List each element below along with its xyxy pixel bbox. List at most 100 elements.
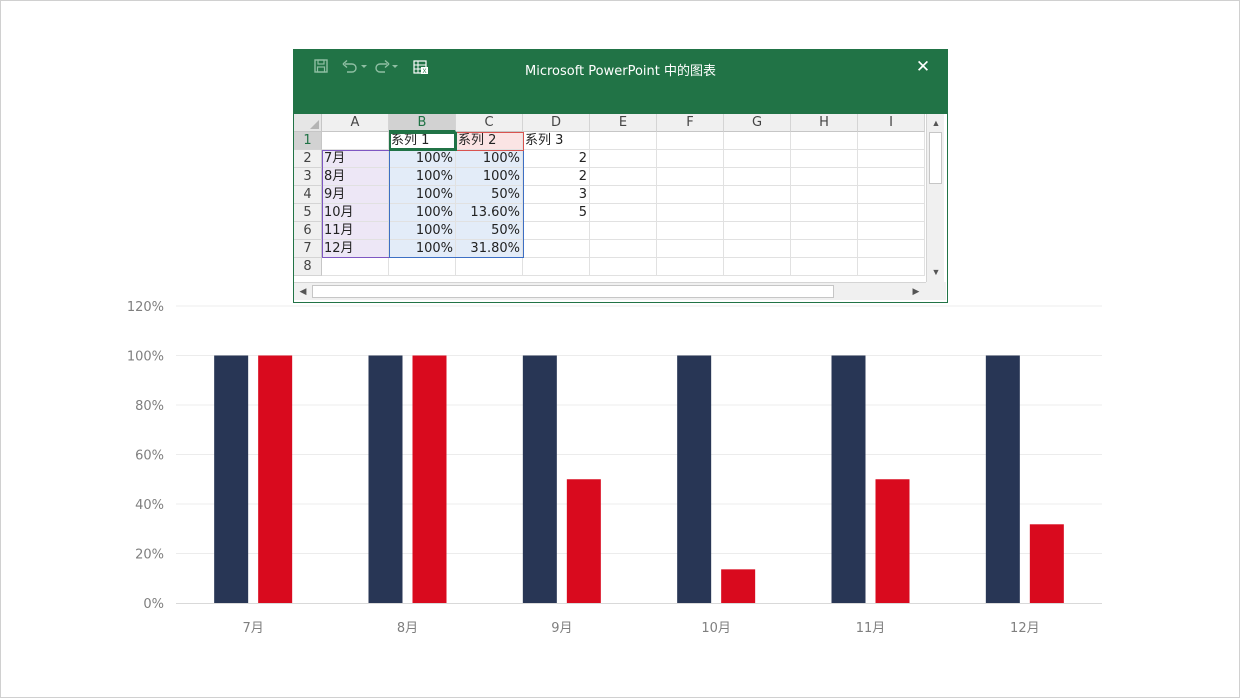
cell-A8[interactable] — [322, 258, 389, 276]
bar-series1-2[interactable] — [522, 355, 557, 604]
cell-D8[interactable] — [523, 258, 590, 276]
bar-series1-4[interactable] — [831, 355, 866, 604]
scroll-down-arrow-icon[interactable]: ▼ — [931, 267, 941, 277]
cell-G4[interactable] — [724, 186, 791, 204]
cell-I3[interactable] — [858, 168, 925, 186]
cell-F5[interactable] — [657, 204, 724, 222]
row-header-6[interactable]: 6 — [294, 222, 322, 240]
cell-A6[interactable]: 11月 — [322, 222, 389, 240]
cell-E6[interactable] — [590, 222, 657, 240]
bar-series2-4[interactable] — [875, 479, 910, 603]
cell-E5[interactable] — [590, 204, 657, 222]
bar-series2-5[interactable] — [1029, 524, 1064, 603]
column-header-E[interactable]: E — [590, 114, 657, 132]
cell-D3[interactable]: 2 — [523, 168, 590, 186]
cell-C5[interactable]: 13.60% — [456, 204, 523, 222]
cell-A3[interactable]: 8月 — [322, 168, 389, 186]
cell-G1[interactable] — [724, 132, 791, 150]
bar-series1-0[interactable] — [214, 355, 249, 604]
cell-C6[interactable]: 50% — [456, 222, 523, 240]
cell-B2[interactable]: 100% — [389, 150, 456, 168]
column-header-D[interactable]: D — [523, 114, 590, 132]
cell-A4[interactable]: 9月 — [322, 186, 389, 204]
cell-A2[interactable]: 7月 — [322, 150, 389, 168]
scroll-right-arrow-icon[interactable]: ▶ — [912, 286, 920, 296]
bar-series2-2[interactable] — [566, 479, 601, 603]
row-header-1[interactable]: 1 — [294, 132, 322, 150]
cell-F2[interactable] — [657, 150, 724, 168]
cell-H5[interactable] — [791, 204, 858, 222]
redo-icon[interactable] — [374, 59, 400, 77]
cell-E8[interactable] — [590, 258, 657, 276]
cell-F7[interactable] — [657, 240, 724, 258]
cell-B5[interactable]: 100% — [389, 204, 456, 222]
column-header-C[interactable]: C — [456, 114, 523, 132]
bar-series2-0[interactable] — [258, 355, 293, 604]
cell-H3[interactable] — [791, 168, 858, 186]
cell-D1[interactable]: 系列 3 — [523, 132, 590, 150]
bar-series1-1[interactable] — [368, 355, 403, 604]
cell-H4[interactable] — [791, 186, 858, 204]
cell-G7[interactable] — [724, 240, 791, 258]
cell-C3[interactable]: 100% — [456, 168, 523, 186]
vertical-scroll-thumb[interactable] — [929, 132, 942, 184]
save-icon[interactable] — [314, 59, 328, 77]
bar-series1-5[interactable] — [985, 355, 1020, 604]
cell-E4[interactable] — [590, 186, 657, 204]
cell-H2[interactable] — [791, 150, 858, 168]
cell-F1[interactable] — [657, 132, 724, 150]
cell-A5[interactable]: 10月 — [322, 204, 389, 222]
bar-series1-3[interactable] — [677, 355, 712, 604]
bar-series2-3[interactable] — [721, 569, 756, 603]
horizontal-scroll-thumb[interactable] — [312, 285, 834, 298]
cell-I6[interactable] — [858, 222, 925, 240]
horizontal-scrollbar[interactable]: ◀ ▶ — [294, 282, 926, 300]
column-header-B[interactable]: B — [389, 114, 456, 132]
cell-D7[interactable] — [523, 240, 590, 258]
column-header-I[interactable]: I — [858, 114, 925, 132]
cell-F3[interactable] — [657, 168, 724, 186]
cell-B7[interactable]: 100% — [389, 240, 456, 258]
cell-I4[interactable] — [858, 186, 925, 204]
edit-data-in-excel-icon[interactable]: X — [413, 59, 429, 77]
cell-H6[interactable] — [791, 222, 858, 240]
row-header-3[interactable]: 3 — [294, 168, 322, 186]
close-button[interactable]: ✕ — [915, 57, 931, 76]
cell-C7[interactable]: 31.80% — [456, 240, 523, 258]
row-header-2[interactable]: 2 — [294, 150, 322, 168]
cell-E1[interactable] — [590, 132, 657, 150]
cell-I8[interactable] — [858, 258, 925, 276]
cell-F8[interactable] — [657, 258, 724, 276]
cell-B4[interactable]: 100% — [389, 186, 456, 204]
cell-D6[interactable] — [523, 222, 590, 240]
vertical-scrollbar[interactable]: ▲ ▼ — [926, 114, 944, 282]
cell-G6[interactable] — [724, 222, 791, 240]
cell-E3[interactable] — [590, 168, 657, 186]
cell-C4[interactable]: 50% — [456, 186, 523, 204]
row-header-8[interactable]: 8 — [294, 258, 322, 276]
cell-E7[interactable] — [590, 240, 657, 258]
scroll-left-arrow-icon[interactable]: ◀ — [299, 286, 307, 296]
spreadsheet-grid[interactable]: A B C D E F G H I 1 系列 1 系列 2 系列 3 2 7月 100% 100% 2 3 8月 100… — [294, 114, 926, 282]
cell-D5[interactable]: 5 — [523, 204, 590, 222]
cell-I2[interactable] — [858, 150, 925, 168]
cell-G5[interactable] — [724, 204, 791, 222]
cell-G3[interactable] — [724, 168, 791, 186]
cell-A1[interactable] — [322, 132, 389, 150]
cell-E2[interactable] — [590, 150, 657, 168]
bar-series2-1[interactable] — [412, 355, 447, 604]
cell-B8[interactable] — [389, 258, 456, 276]
row-header-5[interactable]: 5 — [294, 204, 322, 222]
cell-F6[interactable] — [657, 222, 724, 240]
cell-H1[interactable] — [791, 132, 858, 150]
cell-D4[interactable]: 3 — [523, 186, 590, 204]
cell-D2[interactable]: 2 — [523, 150, 590, 168]
cell-I7[interactable] — [858, 240, 925, 258]
cell-C1[interactable]: 系列 2 — [456, 132, 523, 150]
column-header-G[interactable]: G — [724, 114, 791, 132]
cell-I5[interactable] — [858, 204, 925, 222]
cell-C2[interactable]: 100% — [456, 150, 523, 168]
cell-C8[interactable] — [456, 258, 523, 276]
